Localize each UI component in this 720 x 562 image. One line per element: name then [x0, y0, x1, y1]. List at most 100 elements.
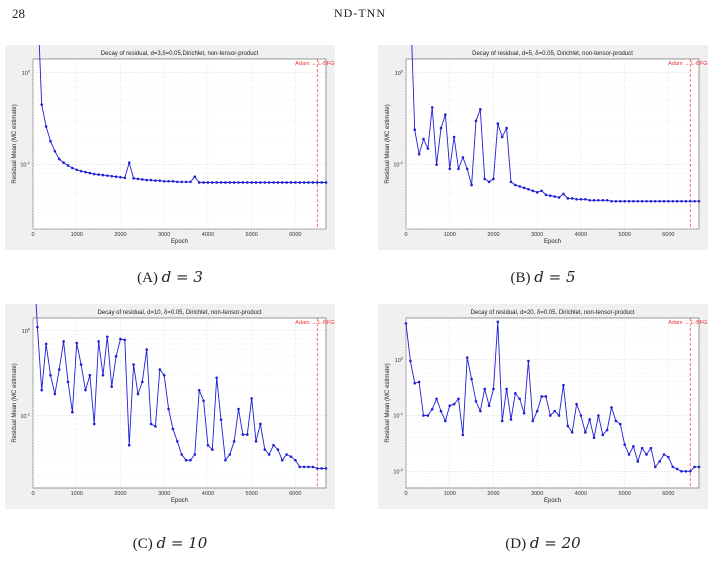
- data-point: [141, 380, 144, 384]
- y-axis-label: Residual Mean (MC estimate): [385, 104, 391, 183]
- data-point: [535, 409, 539, 413]
- x-tick-label: 2000: [114, 232, 126, 238]
- chart-title: Decay of residual, d=5, δ=0.05, Dirichle…: [472, 51, 633, 57]
- data-point: [106, 335, 109, 339]
- x-axis-label: Epoch: [544, 498, 561, 504]
- data-point: [417, 152, 421, 156]
- data-point: [114, 175, 118, 178]
- data-point: [465, 356, 469, 359]
- data-point: [474, 400, 478, 403]
- data-point: [92, 172, 96, 176]
- data-point: [298, 181, 302, 184]
- data-point: [675, 467, 679, 471]
- data-point: [662, 199, 666, 203]
- data-point: [171, 427, 175, 431]
- data-point: [149, 422, 153, 426]
- data-point: [294, 458, 297, 462]
- data-point: [176, 180, 179, 184]
- y-tick-label: 100: [395, 68, 404, 77]
- data-point: [285, 181, 288, 184]
- data-point: [127, 443, 131, 447]
- data-point: [583, 431, 587, 434]
- data-point: [280, 458, 284, 462]
- data-point: [219, 181, 223, 184]
- data-point: [106, 174, 109, 177]
- data-point: [540, 189, 543, 193]
- chart-a: 0 1000 2000 3000 4000 5000 6000 100 10-1 Decay of…: [12, 45, 335, 245]
- data-point: [224, 181, 227, 184]
- x-tick-label: 1000: [71, 491, 83, 497]
- data-point: [417, 380, 421, 384]
- caption-a: (A) d = 3: [5, 268, 335, 287]
- chart-title: Decay of residual, d=3,δ=0.05,Dirichlet,…: [101, 51, 259, 57]
- data-point: [228, 181, 232, 184]
- x-tick-label: 3000: [531, 232, 543, 238]
- x-tick-label: 6000: [662, 232, 674, 238]
- data-point: [614, 419, 618, 423]
- data-point: [210, 181, 214, 184]
- y-tick-label: 100: [395, 355, 404, 364]
- data-point: [324, 181, 328, 184]
- data-point: [435, 163, 438, 166]
- data-point: [101, 373, 105, 377]
- data-point: [505, 126, 508, 130]
- data-point: [215, 376, 218, 380]
- data-point: [272, 443, 275, 447]
- x-tick-label: 1000: [444, 491, 456, 497]
- y-tick-label: 10-1: [20, 411, 30, 420]
- data-point: [254, 440, 258, 443]
- chart-panel-d: 0 1000 2000 3000 4000 5000 6000 100 10-1 10-2 Deca…: [378, 304, 708, 509]
- data-point: [479, 108, 482, 111]
- running-head: ND-TNN: [334, 6, 386, 20]
- data-point: [461, 156, 465, 159]
- caption-b-label: (B): [510, 270, 531, 286]
- caption-b-math: d = 5: [534, 268, 576, 286]
- data-point: [509, 180, 513, 184]
- data-point: [439, 126, 443, 130]
- data-point: [224, 458, 227, 462]
- data-point: [474, 119, 478, 123]
- data-point: [562, 192, 565, 196]
- data-point: [531, 419, 535, 423]
- data-point: [627, 199, 631, 203]
- data-point: [597, 414, 600, 417]
- data-point: [588, 198, 591, 202]
- data-point: [149, 178, 153, 182]
- data-point: [88, 373, 92, 377]
- data-point: [127, 161, 131, 165]
- data-point: [435, 397, 438, 401]
- data-point: [649, 199, 653, 203]
- data-point: [158, 368, 162, 371]
- data-point: [452, 135, 456, 139]
- data-point: [697, 199, 701, 203]
- data-point: [44, 125, 48, 128]
- data-point: [505, 387, 508, 391]
- data-point: [522, 411, 526, 415]
- y-tick-label: 10-1: [393, 160, 403, 169]
- data-point: [487, 180, 491, 184]
- data-point: [189, 180, 192, 184]
- chart-title: Decay of residual, d=10, δ=0.05, Dirichl…: [97, 310, 261, 316]
- data-point: [184, 458, 188, 462]
- data-point: [202, 181, 205, 184]
- data-point: [71, 166, 74, 170]
- data-point: [544, 395, 548, 398]
- data-point: [448, 167, 452, 171]
- data-point: [40, 103, 44, 106]
- data-point: [496, 320, 500, 324]
- data-point: [649, 446, 653, 450]
- data-point: [154, 425, 157, 428]
- data-point: [632, 199, 635, 203]
- data-point: [276, 181, 280, 184]
- data-point: [518, 185, 522, 188]
- data-point: [601, 198, 605, 202]
- data-point: [206, 443, 210, 447]
- data-point: [492, 387, 495, 391]
- x-tick-label: 5000: [246, 232, 258, 238]
- data-point: [315, 181, 319, 184]
- data-point: [162, 373, 166, 377]
- y-tick-label: 10-1: [393, 411, 403, 420]
- data-point: [680, 469, 683, 473]
- data-point: [232, 181, 236, 184]
- data-point: [132, 363, 135, 366]
